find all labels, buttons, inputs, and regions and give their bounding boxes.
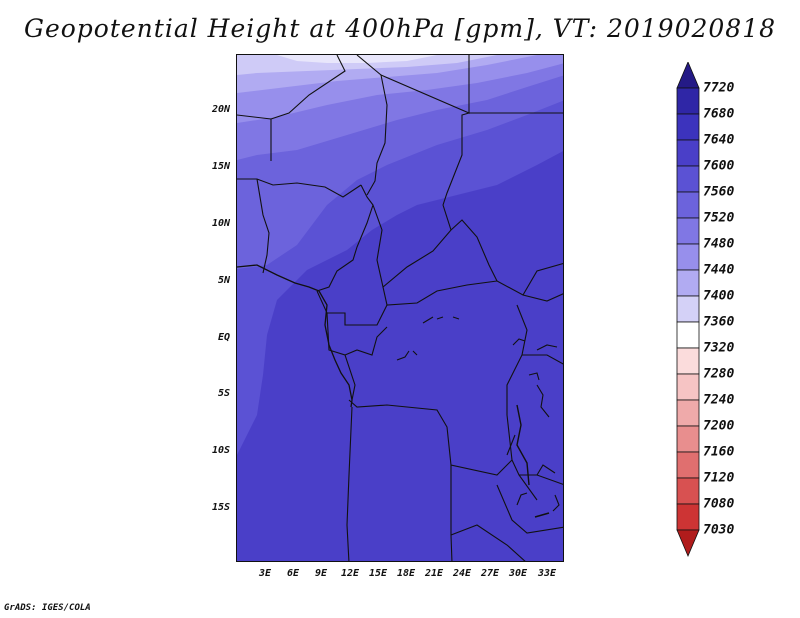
height-band-7 — [277, 55, 437, 63]
colorbar-swatch — [676, 295, 700, 323]
colorbar-swatch — [676, 243, 700, 271]
x-tick-label: 27E — [480, 568, 500, 579]
colorbar-swatch — [676, 87, 700, 115]
colorbar-swatch — [676, 321, 700, 349]
colorbar-swatch — [676, 217, 700, 245]
colorbar-label: 7240 — [703, 392, 735, 408]
y-tick-label: 10N — [211, 218, 230, 229]
colorbar-swatches — [676, 60, 700, 558]
colorbar-label: 7440 — [703, 262, 735, 278]
x-tick-label: 6E — [286, 568, 300, 579]
colorbar-swatch — [676, 347, 700, 375]
map-title: Geopotential Height at 400hPa [gpm], VT:… — [23, 14, 777, 43]
x-tick-label: 3E — [258, 568, 272, 579]
colorbar-label: 7160 — [703, 444, 735, 460]
colorbar-label: 7560 — [703, 184, 735, 200]
colorbar-label: 7400 — [703, 288, 735, 304]
colorbar-swatch — [676, 373, 700, 401]
colorbar-label: 7480 — [703, 236, 735, 252]
y-tick-label: 15S — [211, 502, 230, 513]
colorbar-swatch — [676, 399, 700, 427]
x-tick-label: 9E — [314, 568, 328, 579]
colorbar-top-arrow — [676, 60, 700, 89]
colorbar-label: 7720 — [703, 80, 735, 96]
y-tick-label: 5S — [217, 388, 230, 399]
x-tick-label: 24E — [452, 568, 472, 579]
x-tick-label: 18E — [396, 568, 416, 579]
colorbar-swatch — [676, 503, 700, 531]
x-tick-label: 21E — [424, 568, 444, 579]
colorbar-swatch — [676, 477, 700, 505]
colorbar-swatch — [676, 139, 700, 167]
colorbar-label: 7680 — [703, 106, 735, 122]
x-tick-label: 12E — [340, 568, 360, 579]
colorbar-label: 7360 — [703, 314, 735, 330]
colorbar-label: 7080 — [703, 496, 735, 512]
colorbar-label: 7200 — [703, 418, 735, 434]
colorbar-label: 7640 — [703, 132, 735, 148]
map-panel — [236, 54, 564, 562]
x-tick-label: 15E — [368, 568, 388, 579]
height-fill-layer — [237, 55, 563, 561]
colorbar — [676, 60, 700, 562]
geopotential-map — [237, 55, 563, 561]
y-tick-label: 5N — [217, 275, 230, 286]
colorbar-swatch — [676, 113, 700, 141]
colorbar-label: 7600 — [703, 158, 735, 174]
grads-credit: GrADS: IGES/COLA — [4, 603, 91, 613]
y-tick-label: 20N — [211, 104, 230, 115]
colorbar-swatch — [676, 425, 700, 453]
x-tick-label: 33E — [537, 568, 557, 579]
y-tick-label: EQ — [217, 332, 230, 343]
colorbar-label: 7520 — [703, 210, 735, 226]
country-borders — [237, 55, 563, 561]
colorbar-label: 7280 — [703, 366, 735, 382]
x-tick-label: 30E — [508, 568, 528, 579]
colorbar-swatch — [676, 165, 700, 193]
colorbar-swatch — [676, 451, 700, 479]
y-tick-label: 10S — [211, 445, 230, 456]
colorbar-bottom-arrow — [676, 529, 700, 558]
colorbar-label: 7030 — [703, 522, 735, 538]
y-tick-label: 15N — [211, 161, 230, 172]
colorbar-label: 7320 — [703, 340, 735, 356]
colorbar-label: 7120 — [703, 470, 735, 486]
colorbar-swatch — [676, 269, 700, 297]
colorbar-swatch — [676, 191, 700, 219]
